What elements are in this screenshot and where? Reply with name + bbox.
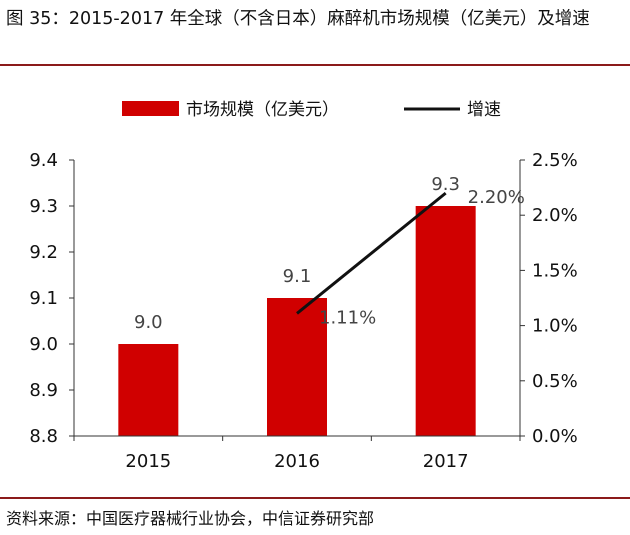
bar-value-label: 9.0 [134, 312, 163, 333]
bar [267, 298, 327, 436]
legend-label-bar: 市场规模（亿美元） [186, 100, 339, 120]
y-right-tick-label: 1.5% [532, 260, 578, 281]
x-tick-label: 2017 [423, 451, 469, 472]
y-left-tick-label: 9.3 [29, 196, 58, 217]
y-left-tick-label: 9.4 [29, 150, 58, 171]
x-tick-label: 2015 [125, 451, 171, 472]
chart: 市场规模（亿美元） 增速 8.8 8.9 9.0 9.1 9.2 9.3 9.4 0.0% 0.5%… [29, 100, 578, 472]
y-right-tick-label: 0.0% [532, 426, 578, 447]
bar [415, 206, 476, 436]
figure-title: 图 35：2015-2017 年全球（不含日本）麻醉机市场规模（亿美元）及增速 [6, 9, 590, 29]
bar-value-label: 9.3 [431, 174, 460, 195]
y-left-tick-label: 9.0 [29, 334, 58, 355]
source-rule [0, 497, 630, 499]
source-note: 资料来源：中国医疗器械行业协会，中信证券研究部 [6, 509, 375, 528]
y-left-tick-label: 9.2 [29, 242, 58, 263]
title-rule [0, 64, 630, 66]
y-right-tick-label: 2.0% [532, 205, 578, 226]
legend-swatch-bar [122, 101, 179, 116]
growth-value-label: 2.20% [468, 187, 525, 208]
y-right-tick-label: 2.5% [532, 150, 578, 171]
y-right-tick-label: 1.0% [532, 316, 578, 337]
y-left-tick-label: 8.8 [29, 426, 58, 447]
bar [118, 344, 179, 436]
legend-label-line: 增速 [467, 100, 501, 120]
y-right-tick-label: 0.5% [532, 371, 578, 392]
bar-value-label: 9.1 [283, 266, 312, 287]
x-tick-label: 2016 [274, 451, 320, 472]
growth-line [296, 191, 447, 315]
y-left-tick-label: 8.9 [29, 380, 58, 401]
growth-value-label: 1.11% [319, 307, 376, 328]
y-left-tick-label: 9.1 [29, 288, 58, 309]
